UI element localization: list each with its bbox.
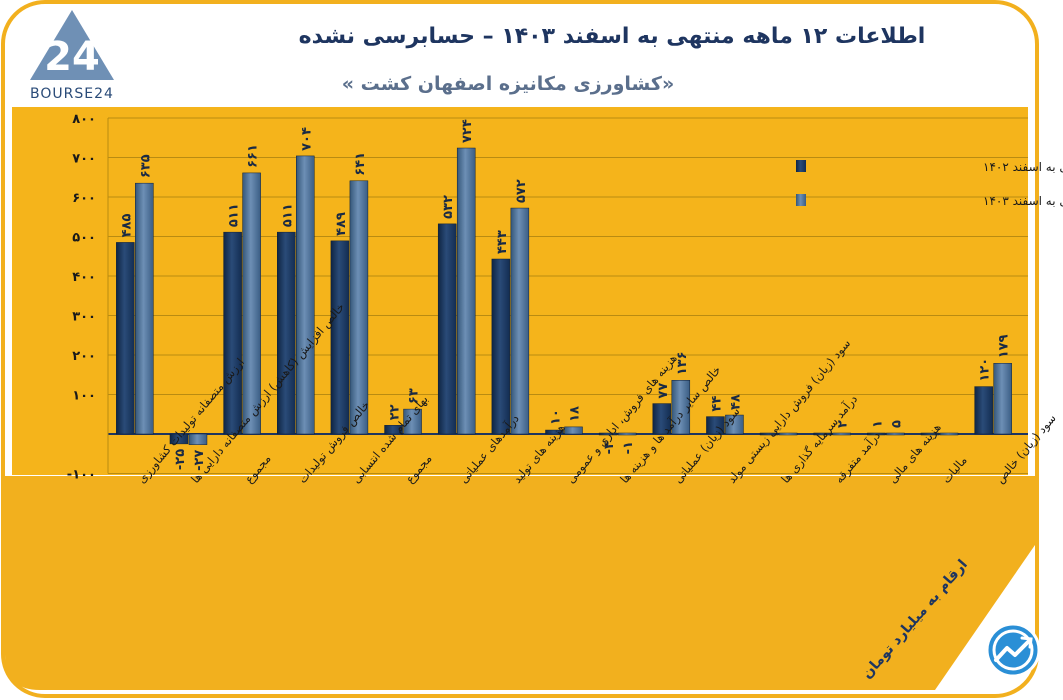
- legend-label-1402: عملکرد منتهی به اسفند ۱۴۰۲: [983, 160, 1063, 175]
- bar-1403: [456, 147, 476, 435]
- data-label: ۲: [836, 420, 851, 428]
- data-label: ۴۸۵: [119, 214, 134, 238]
- bar-1403: [564, 426, 583, 435]
- data-label: -۲۷: [192, 450, 207, 471]
- bourse24-logo: 24 BOURSE24: [30, 10, 114, 102]
- bar-1402: [706, 416, 725, 435]
- y-tick-label: ۷۰۰: [72, 152, 96, 167]
- data-label: ۴۸: [728, 394, 743, 410]
- bar-1402: [867, 432, 886, 436]
- chart-title: اطلاعات ۱۲ ماهه منتهی به اسفند ۱۴۰۳ – حس…: [299, 24, 926, 49]
- bar-1402: [330, 240, 350, 435]
- data-label: ۴۴۳: [495, 230, 510, 254]
- data-label: ۵۳۲: [441, 195, 456, 219]
- bar-1402: [169, 433, 189, 445]
- bar-1403: [725, 414, 744, 435]
- legend-swatch-1403: [796, 194, 806, 206]
- bar-1402: [920, 432, 940, 436]
- data-label: ۶۶۱: [246, 144, 261, 168]
- bar-1403: [135, 182, 154, 435]
- data-label: ۶۴۱: [353, 152, 368, 176]
- logo-mark: 24: [44, 34, 100, 80]
- bar-1403: [886, 432, 905, 436]
- y-tick-label: ۸۰۰: [72, 112, 96, 127]
- data-label: ۵۱۱: [280, 203, 295, 227]
- data-label: ۷۰۴: [299, 127, 314, 151]
- bar-1403: [403, 408, 422, 435]
- bar-1403: [671, 380, 691, 435]
- data-label: ۱۲۰: [978, 358, 993, 382]
- y-tick-label: ۱۰۰: [72, 389, 96, 404]
- y-tick-label: ۴۰۰: [72, 270, 96, 285]
- bar-1403: [349, 180, 369, 435]
- bar-1403: [993, 363, 1012, 435]
- data-label: ۲۲: [388, 404, 403, 420]
- data-label: ۱۸: [568, 406, 583, 422]
- bar-1402: [545, 429, 564, 435]
- bar-1402: [598, 432, 618, 436]
- data-label: ۶۳: [407, 388, 422, 404]
- data-label: -۲۵: [173, 449, 188, 470]
- data-label: ۵۷۲: [514, 179, 529, 203]
- data-label: ۶۳۵: [138, 154, 153, 178]
- logo-triangle-icon: [30, 10, 114, 80]
- bars-group: [116, 147, 1012, 445]
- bar-1402: [652, 403, 672, 435]
- data-label: ۷۷: [656, 383, 671, 399]
- bar-1402: [116, 242, 135, 435]
- bar-1402: [813, 432, 832, 436]
- data-label: ۴۴: [709, 396, 724, 412]
- y-tick-label: ۵۰۰: [72, 231, 96, 246]
- bar-1403: [510, 207, 530, 435]
- bar-1403: [832, 432, 851, 436]
- bar-1402: [491, 258, 511, 435]
- data-label: ۷۲۴: [460, 119, 475, 143]
- legend-swatch-1402: [796, 160, 806, 172]
- y-tick-label: -۱۰۰: [67, 468, 96, 483]
- bar-1402: [384, 425, 403, 435]
- data-label: ۵۱۱: [227, 203, 242, 227]
- y-axis-labels: -۱۰۰ ۱۰۰ ۲۰۰ ۳۰۰ ۴۰۰ ۵۰۰ ۶۰۰ ۷۰۰ ۸۰۰: [67, 112, 96, 483]
- bar-1403: [778, 432, 798, 436]
- logo-text: BOURSE24: [30, 86, 114, 102]
- legend-label-1403: عملکرد منتهی به اسفند ۱۴۰۳: [983, 194, 1063, 209]
- y-tick-label: ۲۰۰: [72, 349, 96, 364]
- bar-1402: [223, 231, 242, 435]
- lower-band: [5, 476, 1035, 690]
- bar-1402: [277, 231, 296, 435]
- company-name: «کشاورزی مکانیزه اصفهان کشت »: [342, 73, 674, 95]
- bar-1402: [974, 386, 993, 435]
- y-tick-label: ۳۰۰: [72, 310, 96, 325]
- data-label: ۱۰: [549, 409, 564, 425]
- legend: عملکرد منتهی به اسفند ۱۴۰۲ عملکرد منتهی …: [796, 160, 1063, 209]
- data-label: ۴۸۹: [334, 212, 349, 236]
- bar-1402: [759, 432, 779, 436]
- data-label: -۱: [621, 441, 636, 454]
- bar-1403: [242, 172, 261, 435]
- bar-1403: [617, 432, 637, 436]
- bar-1403: [296, 155, 315, 435]
- data-label: ۵: [889, 420, 904, 428]
- bar-1403: [939, 432, 959, 436]
- data-label: ۱۷۹: [997, 334, 1012, 358]
- y-tick-label: ۶۰۰: [72, 191, 96, 206]
- data-label: -۴: [602, 441, 617, 454]
- data-label: ۱۳۶: [675, 351, 690, 375]
- bar-1402: [437, 223, 457, 435]
- bar-1403: [188, 433, 208, 445]
- data-label: ۱: [870, 420, 885, 428]
- trend-chart-icon: [985, 622, 1041, 678]
